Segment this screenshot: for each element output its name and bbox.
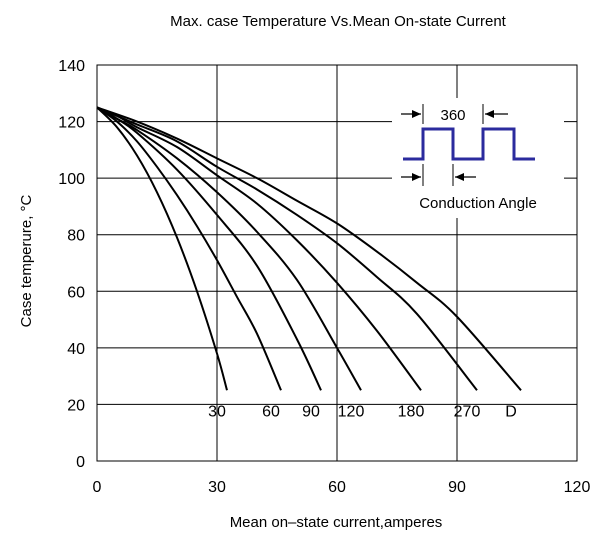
x-tick-label: 30 — [208, 479, 226, 496]
period-label: 360 — [440, 107, 465, 124]
period-arrow-left-head — [412, 110, 421, 118]
y-tick-label: 120 — [58, 115, 85, 132]
curve-180 — [96, 106, 422, 391]
y-tick-label: 100 — [58, 171, 85, 188]
x-tick-label: 90 — [448, 479, 466, 496]
curve-120 — [96, 106, 362, 391]
curve-label-D: D — [505, 403, 517, 420]
x-tick-label: 0 — [93, 479, 102, 496]
curve-labels: 30 60 90 120 180 270 D — [208, 403, 517, 420]
conduction-angle-inset: 360 Conduction Angle — [392, 98, 564, 218]
curve-label-180: 180 — [398, 403, 425, 420]
y-tick-label: 40 — [67, 341, 85, 358]
y-tick-label: 20 — [67, 397, 85, 414]
plot-frame — [96, 64, 578, 462]
curve-label-30: 30 — [208, 403, 226, 420]
chart-title: Max. case Temperature Vs.Mean On-state C… — [170, 13, 507, 30]
period-arrow-right-head — [485, 110, 494, 118]
curve-label-120: 120 — [338, 403, 365, 420]
angle-arrow-right-head — [455, 173, 464, 181]
curves — [96, 106, 522, 391]
tick-labels: 0 30 60 90 120 0 20 40 60 80 100 120 140 — [58, 58, 590, 496]
curve-D — [96, 106, 522, 391]
waveform — [403, 127, 535, 161]
curve-30 — [96, 106, 228, 391]
x-axis-label: Mean on–state current,amperes — [230, 514, 443, 531]
curve-60 — [96, 106, 282, 391]
curve-label-90: 90 — [302, 403, 320, 420]
curve-270 — [96, 106, 478, 391]
curve-label-270: 270 — [454, 403, 481, 420]
y-tick-label: 0 — [76, 454, 85, 471]
x-tick-label: 120 — [564, 479, 591, 496]
y-tick-label: 60 — [67, 284, 85, 301]
y-axis-label: Case temperure, °C — [18, 194, 35, 327]
y-tick-label: 80 — [67, 228, 85, 245]
curve-label-60: 60 — [262, 403, 280, 420]
conduction-angle-label: Conduction Angle — [419, 195, 537, 212]
y-tick-label: 140 — [58, 58, 85, 75]
x-tick-label: 60 — [328, 479, 346, 496]
angle-arrow-left-head — [412, 173, 421, 181]
